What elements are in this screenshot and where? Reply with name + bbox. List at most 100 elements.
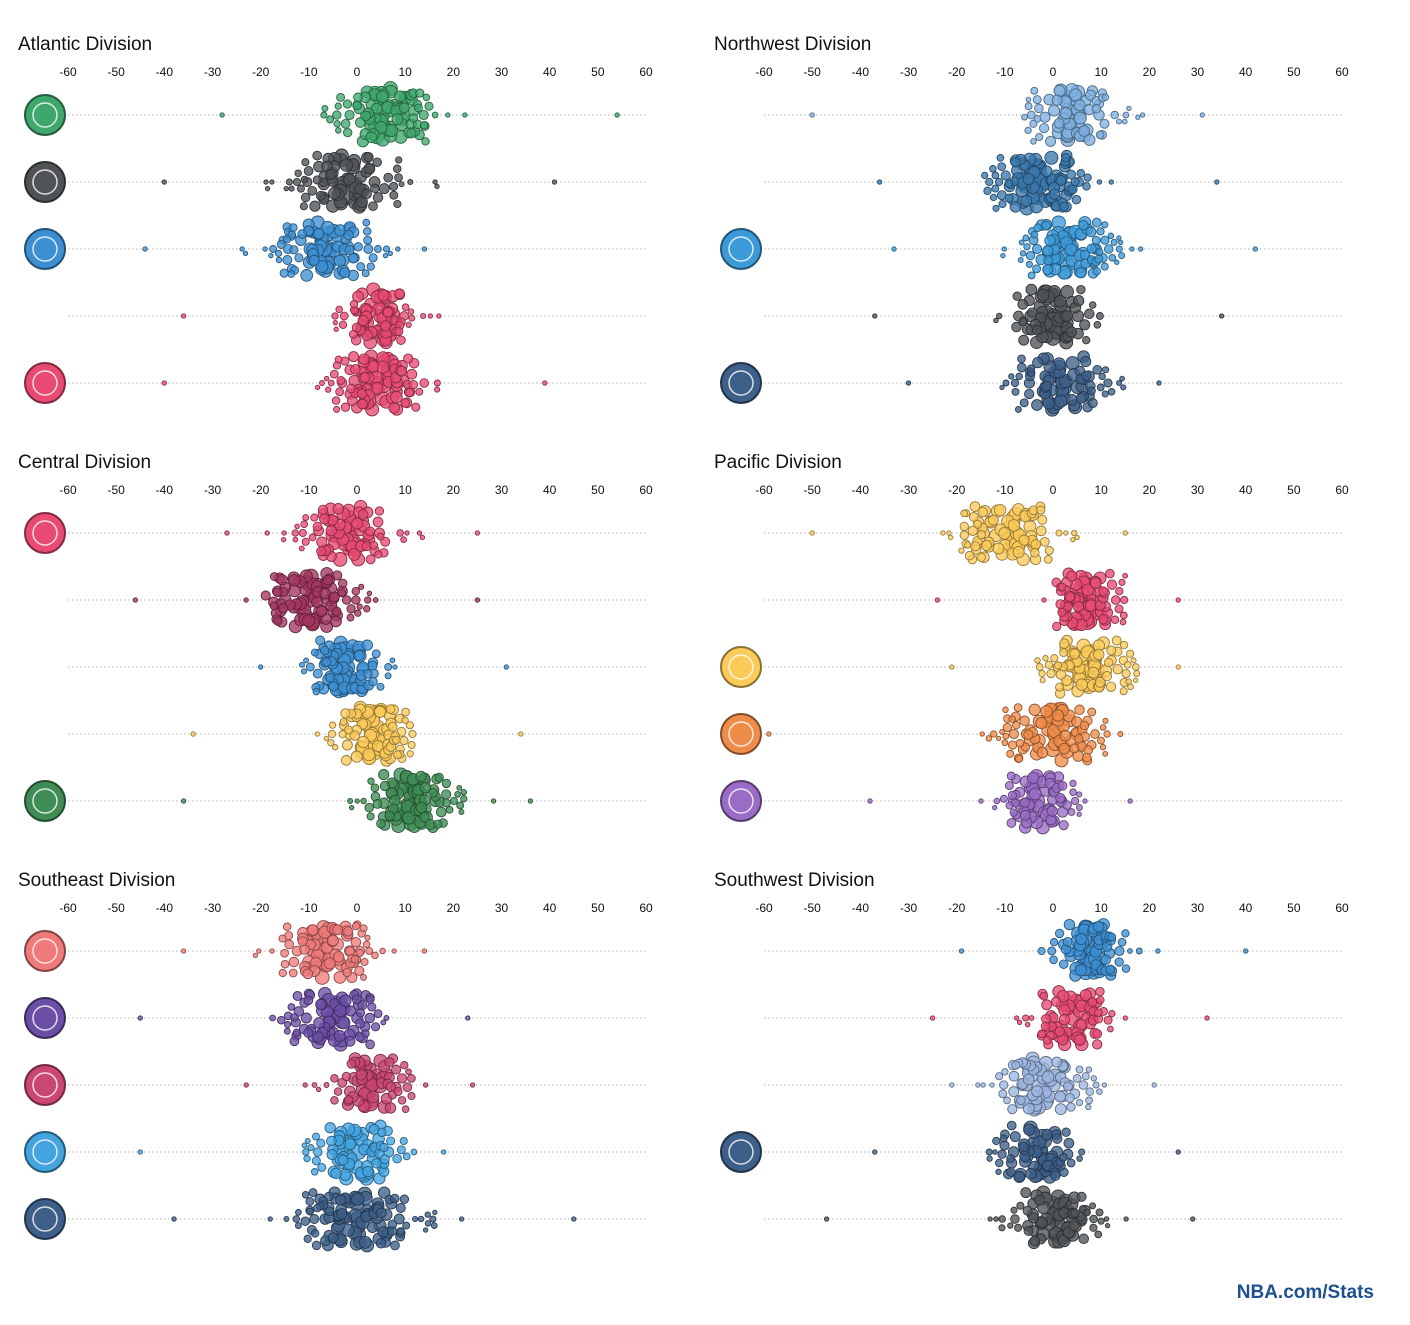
game-dot [1032,356,1044,369]
game-dot [301,1142,308,1149]
game-dot [1101,671,1113,682]
game-dot [361,188,372,200]
game-dot [330,1167,342,1180]
game-dot [994,177,1004,187]
game-dot [1016,1201,1025,1210]
game-dot [1098,614,1109,625]
game-dot [995,1158,1004,1168]
game-dot [280,959,290,969]
game-dot [1175,664,1181,670]
game-dot [365,947,374,955]
game-dot [967,525,978,536]
game-dot [1009,808,1018,817]
game-dot [1058,742,1071,755]
game-dot [142,246,148,252]
game-dot [1052,621,1062,632]
game-dot [992,204,1000,212]
game-dot [376,818,386,829]
game-dot [449,796,458,806]
game-dot [362,227,372,236]
game-dot [312,175,322,185]
game-dot [1059,638,1070,649]
game-dot [1013,1170,1026,1183]
game-dot [299,661,305,668]
game-dot [1103,244,1114,254]
game-dot [1057,582,1067,592]
game-dot [1071,529,1078,537]
game-dot [357,314,369,327]
game-dot [408,113,419,123]
game-dot [371,1022,381,1032]
game-dot [308,254,320,266]
game-dot [282,235,292,244]
game-dot [407,308,415,315]
game-dot [305,1207,314,1216]
game-dot [359,924,368,933]
game-dot [434,183,440,190]
game-dot [334,355,343,364]
game-dot [370,183,380,194]
game-dot [393,1213,405,1225]
x-tick-label: -40 [852,65,870,79]
game-dot [394,173,403,182]
game-dot [1081,1072,1090,1081]
game-dot [292,536,299,543]
game-dot [350,936,362,948]
game-dot [408,379,419,390]
game-dot [1054,928,1065,939]
game-dot [312,227,325,240]
game-dot [363,669,373,679]
x-tick-label: -10 [300,901,318,915]
game-dot [571,1216,577,1222]
game-dot [1007,740,1018,750]
game-dot [1006,1154,1016,1163]
game-dot [421,246,428,252]
game-dot [987,514,999,526]
game-dot [356,262,366,272]
game-dot [365,1039,375,1050]
game-dot [346,604,356,614]
game-dot [280,948,289,958]
game-dot [1076,1191,1087,1202]
game-dot [1096,227,1105,236]
game-dot [1138,246,1144,252]
game-dot [402,1082,413,1093]
team-row [68,700,646,767]
x-tick-label: -10 [300,483,318,497]
game-dot [314,384,321,391]
team-row [764,918,1342,982]
game-dot [1080,370,1092,382]
game-dot [1103,1216,1110,1222]
game-dot [365,995,375,1004]
game-dot [1035,663,1044,671]
game-dot [310,1168,319,1176]
game-dot [292,1028,301,1037]
game-dot [357,735,370,749]
game-dot [281,530,287,536]
game-dot [350,750,363,763]
game-dot [332,570,343,581]
game-dot [980,539,993,551]
game-dot [1040,705,1053,718]
x-tick-label: 40 [543,483,557,497]
game-dot [333,326,339,332]
x-tick-label: 20 [1143,483,1157,497]
game-dot [332,951,345,963]
game-dot [339,717,348,726]
game-dot [432,179,438,185]
game-dot [427,313,434,319]
game-dot [326,1148,338,1161]
game-dot [243,1082,249,1088]
game-dot [383,1015,390,1021]
game-dot [364,802,374,813]
game-dot [269,1014,276,1022]
game-dot [347,798,354,804]
game-dot [400,536,407,543]
x-tick-label: 50 [1287,483,1301,497]
game-dot [1066,1102,1076,1112]
game-dot [1118,252,1126,260]
game-dot [1004,193,1014,203]
game-dot [929,1015,936,1021]
game-dot [323,1082,330,1088]
game-dot [335,127,342,134]
